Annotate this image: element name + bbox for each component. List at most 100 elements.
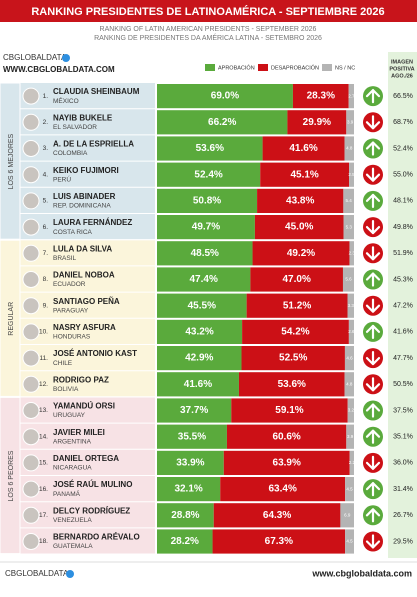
nsnc-bar xyxy=(344,346,354,371)
name: LULA DA SILVA xyxy=(53,244,112,253)
value-label: 28.3% xyxy=(307,91,335,102)
group-label: LOS 6 MEJORES xyxy=(8,133,15,189)
rank: 3. xyxy=(43,145,49,152)
disapproval-bar xyxy=(242,319,349,344)
trend-arrow xyxy=(365,508,381,523)
rank: 9. xyxy=(43,302,49,309)
group-label: REGULAR xyxy=(8,302,15,336)
brand-url: WWW.CBGLOBALDATA.COM xyxy=(3,65,115,74)
nsnc-bar xyxy=(349,241,354,266)
photo xyxy=(22,349,40,367)
rank: 17. xyxy=(39,512,48,519)
name: NASRY ASFURA xyxy=(53,323,116,332)
value-label: 2.7 xyxy=(348,93,355,98)
approval-bar xyxy=(157,188,258,213)
rank: 11. xyxy=(39,355,48,362)
approval-bar xyxy=(157,136,263,161)
value-label: 4.5 xyxy=(346,539,353,544)
approval-bar xyxy=(157,503,214,528)
country: REP. DOMINICANA xyxy=(53,203,111,210)
disapproval-bar xyxy=(250,267,343,292)
country: BOLIVIA xyxy=(53,386,79,393)
rank: 5. xyxy=(43,198,49,205)
prev-header: POSITIVA xyxy=(389,66,414,72)
value-label: 3.9 xyxy=(347,119,354,124)
photo xyxy=(22,218,40,236)
approval-bar xyxy=(157,319,243,344)
country: VENEZUELA xyxy=(53,517,92,524)
country: GUATEMALA xyxy=(53,543,93,550)
country: COLOMBIA xyxy=(53,150,88,157)
legend-label: DESAPROBACIÓN xyxy=(271,64,319,71)
value-label: 5.3 xyxy=(346,224,353,229)
photo xyxy=(22,454,40,472)
value-label: 69.0% xyxy=(211,91,239,102)
photo xyxy=(22,192,40,210)
value-label: 47.4% xyxy=(190,274,218,285)
footer-url: www.cbglobaldata.com xyxy=(311,568,412,578)
photo xyxy=(22,87,40,105)
disapproval-bar xyxy=(238,372,345,397)
approval-bar xyxy=(157,398,232,423)
value-label: 48.5% xyxy=(191,248,219,259)
trend-arrow xyxy=(365,455,381,470)
trend-arrow xyxy=(365,534,381,549)
rank: 13. xyxy=(39,407,48,414)
value-label: 5.4 xyxy=(346,198,353,203)
value-label: 53.6% xyxy=(196,143,224,154)
rank: 10. xyxy=(39,329,48,336)
approval-bar xyxy=(157,450,224,475)
prev-value: 50.5% xyxy=(393,381,413,388)
trend-arrow xyxy=(365,351,381,366)
prev-value: 68.7% xyxy=(393,119,413,126)
value-label: 3.3 xyxy=(348,303,355,308)
name: A. DE LA ESPRIELLA xyxy=(53,140,134,149)
prev-value: 45.3% xyxy=(393,276,413,283)
nsnc-bar xyxy=(347,398,354,423)
trend-arrow xyxy=(365,482,381,497)
prev-value: 35.1% xyxy=(393,434,413,441)
country: MÉXICO xyxy=(53,96,79,105)
value-label: 35.5% xyxy=(178,431,206,442)
photo xyxy=(22,402,40,419)
value-label: 66.2% xyxy=(208,117,236,128)
country: COSTA RICA xyxy=(53,229,93,236)
verified-icon xyxy=(62,54,70,62)
legend-swatch xyxy=(258,64,268,71)
name: NAYIB BUKELE xyxy=(53,113,113,122)
value-label: 49.2% xyxy=(287,248,315,259)
value-label: 2.5 xyxy=(348,172,355,177)
title-band xyxy=(0,0,417,22)
footer-brand: CBGLOBALDATA xyxy=(5,569,69,578)
approval-bar xyxy=(157,241,253,266)
value-label: 53.6% xyxy=(278,379,306,390)
rank: 15. xyxy=(39,460,48,467)
value-label: 47.0% xyxy=(282,274,310,285)
prev-value: 41.6% xyxy=(393,329,413,336)
value-label: 28.2% xyxy=(171,536,199,547)
value-label: 63.4% xyxy=(269,484,297,495)
approval-bar xyxy=(157,293,247,318)
nsnc-bar xyxy=(342,267,354,292)
disapproval-bar xyxy=(231,398,348,423)
value-label: 45.5% xyxy=(188,300,216,311)
value-label: 2.6 xyxy=(348,329,355,334)
value-label: 54.2% xyxy=(281,327,309,338)
value-label: 5.6 xyxy=(345,277,352,282)
prev-value: 31.4% xyxy=(393,486,413,493)
country: BRASIL xyxy=(53,255,77,262)
photo xyxy=(22,323,40,341)
value-label: 49.7% xyxy=(192,222,220,233)
value-label: 45.0% xyxy=(285,222,313,233)
value-label: 59.1% xyxy=(275,405,303,416)
trend-arrow xyxy=(365,403,381,418)
approval-bar xyxy=(157,372,239,397)
approval-bar xyxy=(157,346,242,371)
value-label: 29.9% xyxy=(303,117,331,128)
subtitle: RANKING OF LATIN AMERICAN PRESIDENTS - S… xyxy=(100,26,317,33)
value-label: 2.3 xyxy=(349,250,356,255)
trend-arrow xyxy=(365,246,381,261)
verified-icon xyxy=(66,570,74,578)
country: PERÚ xyxy=(53,174,71,183)
value-label: 60.6% xyxy=(272,431,300,442)
